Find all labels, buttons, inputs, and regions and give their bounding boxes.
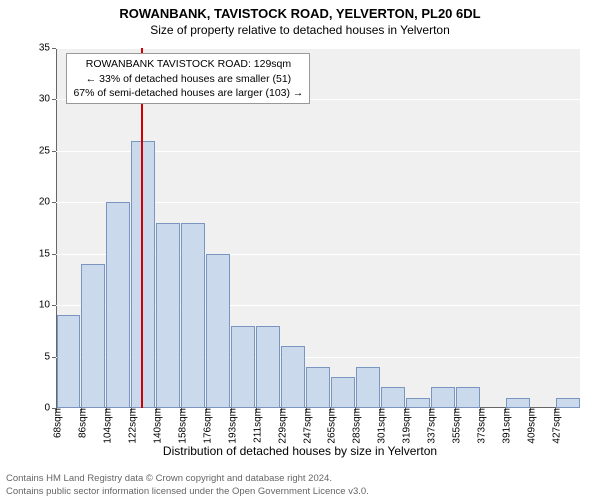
bar-fill bbox=[106, 202, 130, 408]
bar-fill bbox=[281, 346, 305, 408]
x-tick-label: 158sqm bbox=[173, 408, 188, 444]
x-tick-label: 122sqm bbox=[123, 408, 138, 444]
bar bbox=[506, 48, 530, 408]
y-tickmark bbox=[52, 99, 56, 100]
x-tick-label: 427sqm bbox=[548, 408, 563, 444]
bar-fill bbox=[57, 315, 81, 408]
x-tick-label: 337sqm bbox=[423, 408, 438, 444]
bar bbox=[456, 48, 480, 408]
bar-fill bbox=[156, 223, 180, 408]
x-tick-label: 211sqm bbox=[248, 408, 263, 443]
x-tick-label: 86sqm bbox=[73, 408, 88, 438]
x-tick-label: 391sqm bbox=[498, 408, 513, 444]
x-tick-label: 140sqm bbox=[148, 408, 163, 444]
footer: Contains HM Land Registry data © Crown c… bbox=[6, 473, 594, 498]
bar bbox=[381, 48, 405, 408]
y-tickmark bbox=[52, 151, 56, 152]
bar bbox=[431, 48, 455, 408]
x-tick-label: 193sqm bbox=[223, 408, 238, 444]
annotation-line-1: ROWANBANK TAVISTOCK ROAD: 129sqm bbox=[73, 57, 303, 71]
x-tick-label: 68sqm bbox=[49, 408, 64, 438]
bar-fill bbox=[456, 387, 480, 408]
bar-fill bbox=[81, 264, 105, 408]
x-tick-label: 355sqm bbox=[448, 408, 463, 444]
x-axis-label: Distribution of detached houses by size … bbox=[0, 444, 600, 458]
bar-fill bbox=[406, 398, 430, 408]
x-tick-label: 301sqm bbox=[373, 408, 388, 444]
y-tickmark bbox=[52, 305, 56, 306]
bar bbox=[531, 48, 555, 408]
bar-fill bbox=[206, 254, 230, 408]
page-subtitle: Size of property relative to detached ho… bbox=[0, 21, 600, 37]
bar-fill bbox=[556, 398, 580, 408]
x-tick-label: 373sqm bbox=[473, 408, 488, 444]
bar bbox=[556, 48, 580, 408]
page-title: ROWANBANK, TAVISTOCK ROAD, YELVERTON, PL… bbox=[0, 0, 600, 21]
chart-area: ROWANBANK TAVISTOCK ROAD: 129sqm ← 33% o… bbox=[56, 48, 580, 408]
bar-fill bbox=[131, 141, 155, 408]
annotation-line-3: 67% of semi-detached houses are larger (… bbox=[73, 86, 303, 100]
footer-line-1: Contains HM Land Registry data © Crown c… bbox=[6, 473, 594, 485]
x-tick-label: 283sqm bbox=[348, 408, 363, 444]
bar-fill bbox=[331, 377, 355, 408]
y-tickmark bbox=[52, 48, 56, 49]
x-tick-label: 265sqm bbox=[323, 408, 338, 444]
bar-fill bbox=[356, 367, 380, 408]
bar bbox=[481, 48, 505, 408]
bar bbox=[331, 48, 355, 408]
bar bbox=[356, 48, 380, 408]
x-tick-label: 319sqm bbox=[398, 408, 413, 444]
x-tick-label: 176sqm bbox=[198, 408, 213, 444]
x-tick-label: 229sqm bbox=[273, 408, 288, 444]
y-tickmark bbox=[52, 202, 56, 203]
x-tick-label: 104sqm bbox=[98, 408, 113, 444]
bar-fill bbox=[431, 387, 455, 408]
bar-fill bbox=[181, 223, 205, 408]
bar-fill bbox=[256, 326, 280, 408]
annotation-box: ROWANBANK TAVISTOCK ROAD: 129sqm ← 33% o… bbox=[66, 53, 310, 104]
annotation-line-2: ← 33% of detached houses are smaller (51… bbox=[73, 72, 303, 86]
bar-fill bbox=[306, 367, 330, 408]
bar-fill bbox=[381, 387, 405, 408]
x-tick-label: 247sqm bbox=[298, 408, 313, 444]
y-tickmark bbox=[52, 357, 56, 358]
x-tick-label: 409sqm bbox=[523, 408, 538, 444]
y-tickmark bbox=[52, 254, 56, 255]
bar-fill bbox=[231, 326, 255, 408]
footer-line-2: Contains public sector information licen… bbox=[6, 486, 594, 498]
bar-fill bbox=[506, 398, 530, 408]
bar bbox=[406, 48, 430, 408]
